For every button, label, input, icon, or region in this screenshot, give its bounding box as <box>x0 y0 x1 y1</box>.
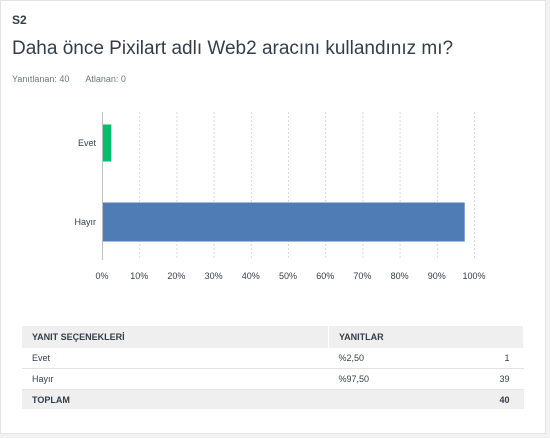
x-tick-label: 0% <box>95 271 108 281</box>
results-table: YANIT SEÇENEKLERİ YANITLAR Evet %2,50 1 … <box>22 326 524 409</box>
question-title: Daha önce Pixilart adlı Web2 aracını kul… <box>12 38 454 59</box>
bar-evet <box>103 124 112 162</box>
row-count: 39 <box>445 368 524 390</box>
row-label: Hayır <box>22 368 329 390</box>
x-tick-label: 50% <box>279 271 297 281</box>
x-tick-label: 30% <box>205 271 223 281</box>
row-percent: %97,50 <box>328 368 446 390</box>
response-stats: Yanıtlanan: 40 Atlanan: 0 <box>12 74 140 84</box>
header-responses: YANITLAR <box>328 326 524 348</box>
category-label: Evet <box>78 138 97 148</box>
x-tick-label: 90% <box>428 271 446 281</box>
answered-count: Yanıtlanan: 40 <box>12 74 70 84</box>
table-row: Hayır %97,50 39 <box>22 368 524 390</box>
category-label: Hayır <box>74 217 96 227</box>
question-number: S2 <box>12 13 27 27</box>
table-header-row: YANIT SEÇENEKLERİ YANITLAR <box>22 326 524 348</box>
x-tick-label: 100% <box>462 271 485 281</box>
table-row: Evet %2,50 1 <box>22 348 524 369</box>
x-tick-label: 60% <box>316 271 334 281</box>
skipped-count: Atlanan: 0 <box>85 74 126 84</box>
total-row: TOPLAM 40 <box>22 389 524 409</box>
header-answer-choices: YANIT SEÇENEKLERİ <box>22 326 329 348</box>
bar-chart: 0% 10% 20% 30% 40% 50% 60% 70% 80% 90% 100% Evet Hay… <box>74 112 486 281</box>
x-tick-label: 20% <box>167 271 185 281</box>
row-percent: %2,50 <box>328 348 446 369</box>
total-count: 40 <box>445 389 524 409</box>
x-tick-label: 80% <box>391 271 409 281</box>
row-count: 1 <box>445 348 524 369</box>
x-tick-label: 70% <box>353 271 371 281</box>
total-label: TOPLAM <box>22 389 329 409</box>
row-label: Evet <box>22 348 329 369</box>
x-tick-label: 10% <box>130 271 148 281</box>
x-tick-label: 40% <box>242 271 260 281</box>
bar-hayır <box>103 202 465 242</box>
